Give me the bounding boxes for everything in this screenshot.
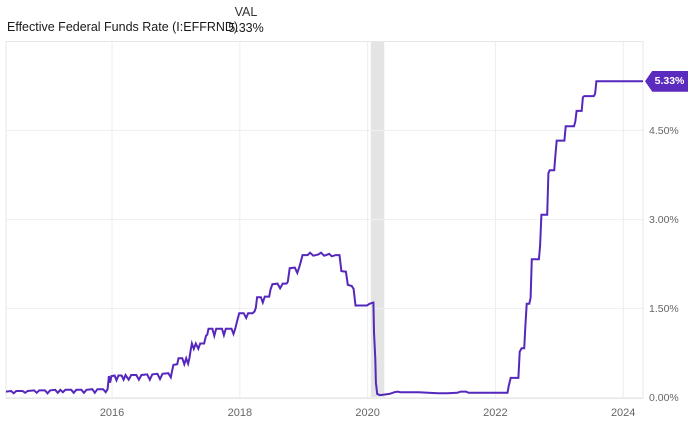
x-axis-tick-label: 2024 [611,407,635,419]
last-value-tag: 5.33% [645,70,688,92]
chart-title: Effective Federal Funds Rate (I:EFFRND) [7,20,239,34]
value-column: VAL 5.33% [218,5,274,35]
val-column-header: VAL [234,5,258,19]
y-axis-tick-label: 0.00% [649,392,679,404]
series-line-effr [5,80,643,397]
x-axis-tick-label: 2022 [483,407,507,419]
x-axis-tick-label: 2018 [228,407,252,419]
y-axis-tick-label: 1.50% [649,303,679,315]
x-axis-tick-label: 2016 [100,407,124,419]
val-column-value: 5.33% [228,21,264,35]
y-axis-tick-label: 3.00% [649,214,679,226]
y-axis-tick-label: 4.50% [649,125,679,137]
x-axis-tick-label: 2020 [355,407,379,419]
plot-border [5,41,644,399]
